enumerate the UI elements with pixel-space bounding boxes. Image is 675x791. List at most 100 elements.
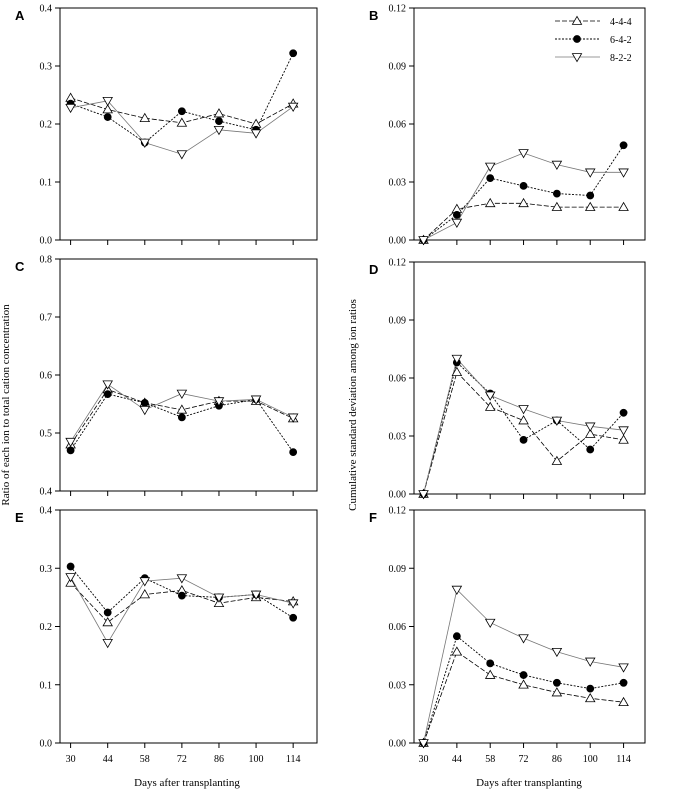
- data-point-8-2-2: [551, 647, 563, 658]
- y-tick-label: 0.09: [389, 316, 407, 327]
- data-point-4-4-4: [618, 201, 629, 211]
- panel-f: 0.00 0.03 0.06 0.09 0.12 30 44 58 72 86 100 114 F: [369, 506, 646, 765]
- y-tick-label: 0.2: [40, 120, 53, 131]
- data-point-6-4-2: [452, 210, 461, 219]
- plot-frame: [59, 258, 318, 492]
- series-line-8-2-2: [423, 588, 624, 744]
- y-tick-label: 0.3: [40, 62, 53, 73]
- x-tick-label: 30: [419, 754, 429, 765]
- series-line-4-4-4: [423, 371, 624, 495]
- data-point-8-2-2: [287, 413, 299, 423]
- panel-b: 0.00 0.03 0.06 0.09 0.12 B 4-4-4 6-4-2 8-2-2: [369, 4, 646, 247]
- data-point-4-4-4: [484, 401, 496, 411]
- y-tick-label: 0.12: [389, 258, 407, 269]
- data-point-4-4-4: [584, 428, 596, 438]
- y-tick-label: 0.5: [40, 429, 53, 440]
- y-tick-label: 0.4: [40, 506, 53, 517]
- data-point-6-4-2: [103, 608, 112, 617]
- data-point-8-2-2: [287, 599, 299, 609]
- panel-letter: F: [369, 510, 377, 525]
- x-tick-label: 100: [583, 754, 598, 765]
- y-tick-label: 0.00: [389, 490, 407, 501]
- panel-d: 0.00 0.03 0.06 0.09 0.12 D: [369, 258, 646, 501]
- legend-label: 6-4-2: [610, 35, 632, 46]
- data-point-4-4-4: [102, 617, 113, 627]
- x-tick-label: 58: [485, 754, 495, 765]
- data-point-6-4-2: [519, 435, 528, 444]
- data-point-8-2-2: [139, 405, 151, 416]
- panel-letter: E: [15, 510, 24, 525]
- data-point-8-2-2: [102, 380, 113, 390]
- x-tick-label: 86: [552, 754, 562, 765]
- data-point-4-4-4: [102, 104, 113, 114]
- data-point-8-2-2: [584, 422, 596, 432]
- legend-label: 8-2-2: [610, 53, 632, 64]
- data-point-8-2-2: [618, 168, 629, 178]
- data-point-8-2-2: [102, 639, 113, 649]
- data-point-8-2-2: [584, 168, 596, 178]
- x-tick-label: 114: [286, 754, 301, 765]
- data-point-8-2-2: [484, 391, 496, 401]
- series-line-6-4-2: [423, 145, 624, 241]
- x-tick-label: 100: [249, 754, 264, 765]
- data-point-4-4-4: [139, 589, 151, 599]
- data-point-8-2-2: [618, 663, 629, 673]
- data-point-4-4-4: [518, 679, 529, 689]
- data-point-6-4-2: [177, 591, 186, 600]
- y-tick-label: 0.3: [40, 564, 53, 575]
- data-point-8-2-2: [176, 389, 188, 399]
- data-point-8-2-2: [102, 97, 113, 107]
- data-point-8-2-2: [418, 490, 429, 500]
- data-point-8-2-2: [65, 437, 76, 448]
- plot-frame: [413, 261, 646, 495]
- data-point-6-4-2: [289, 613, 298, 622]
- y-tick-label: 0.03: [389, 680, 407, 691]
- data-point-4-4-4: [551, 687, 563, 697]
- x-tick-label: 86: [214, 754, 224, 765]
- x-tick-label: 72: [177, 754, 187, 765]
- y-tick-label: 0.06: [389, 622, 407, 633]
- data-point-8-2-2: [65, 103, 76, 114]
- data-point-8-2-2: [551, 416, 563, 426]
- y-axis-label-right: Cumulative standard deviation among ion …: [347, 299, 359, 511]
- data-point-4-4-4: [451, 366, 463, 377]
- y-tick-label: 0.00: [389, 739, 407, 750]
- panel-c: 0.4 0.5 0.6 0.7 0.8 C: [15, 255, 318, 498]
- data-point-8-2-2: [484, 162, 496, 172]
- data-point-8-2-2: [250, 395, 262, 405]
- y-tick-label: 0.03: [389, 178, 407, 189]
- data-point-4-4-4: [551, 455, 563, 465]
- series-line-6-4-2: [423, 361, 624, 495]
- data-point-4-4-4: [551, 201, 563, 211]
- y-tick-label: 0.8: [40, 255, 53, 266]
- y-tick-label: 0.4: [40, 4, 53, 15]
- y-tick-label: 0.09: [389, 62, 407, 73]
- panel-letter: D: [369, 262, 378, 277]
- x-axis-label-right: Days after transplanting: [476, 777, 582, 789]
- data-point-6-4-2: [140, 398, 149, 407]
- data-point-6-4-2: [177, 413, 186, 422]
- data-point-6-4-2: [519, 671, 528, 679]
- legend: 4-4-4 6-4-2 8-2-2: [555, 15, 632, 64]
- panel-letter: B: [369, 8, 378, 23]
- data-point-6-4-2: [215, 117, 223, 125]
- data-point-8-2-2: [213, 397, 225, 407]
- data-point-8-2-2: [518, 149, 529, 159]
- data-point-6-4-2: [519, 181, 528, 190]
- data-point-4-4-4: [618, 434, 629, 444]
- data-point-8-2-2: [139, 577, 151, 587]
- data-point-4-4-4: [584, 692, 596, 703]
- data-point-4-4-4: [176, 404, 188, 414]
- data-point-4-4-4: [618, 696, 629, 707]
- y-tick-label: 0.06: [389, 374, 407, 385]
- plot-frame: [59, 7, 318, 241]
- data-point-6-4-2: [452, 632, 461, 641]
- data-point-6-4-2: [289, 448, 298, 457]
- series-line-8-2-2: [423, 357, 624, 495]
- data-point-8-2-2: [418, 236, 429, 246]
- y-tick-label: 0.03: [389, 432, 407, 443]
- data-point-6-4-2: [66, 446, 75, 455]
- data-point-8-2-2: [451, 354, 463, 365]
- y-tick-label: 0.09: [389, 564, 407, 575]
- data-point-6-4-2: [103, 113, 112, 121]
